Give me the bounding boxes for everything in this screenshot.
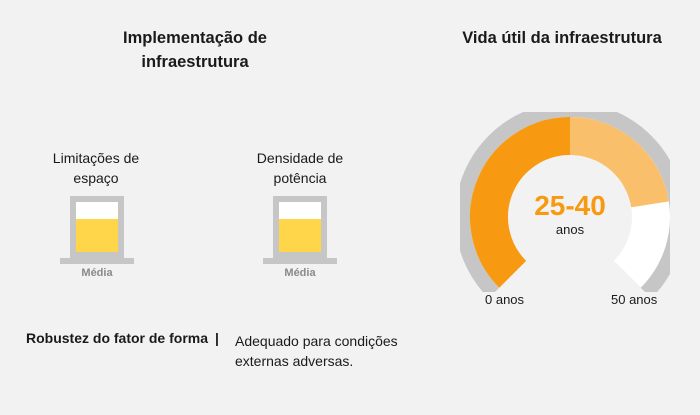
- robustness-description: Adequado para condições externas adversa…: [235, 333, 398, 369]
- power-density-meter-fill: [279, 219, 321, 252]
- lifespan-range-value: 25-40: [534, 190, 606, 221]
- gauge-filled-arc: [470, 117, 571, 288]
- gauge-max-label: 50 anos: [611, 292, 658, 307]
- power-density-meter-base: [263, 258, 337, 264]
- space-limitations-meter-base: [60, 258, 134, 264]
- lifespan-unit: anos: [555, 222, 585, 237]
- robustness-separator: |: [215, 330, 219, 346]
- space-limitations-label: Limitações de espaço: [52, 150, 140, 186]
- space-limitations-value: Média: [81, 267, 113, 279]
- power-density-meter: [273, 196, 327, 258]
- power-density-value: Média: [284, 267, 316, 279]
- space-limitations-meter: [70, 196, 124, 258]
- lifespan-gauge: [460, 112, 670, 292]
- power-density-label: Densidade de potência: [256, 150, 344, 186]
- lifespan-title: Vida útil da infraestrutura: [462, 29, 662, 47]
- gauge-min-label: 0 anos: [485, 292, 525, 307]
- gauge-range-arc: [569, 117, 669, 209]
- robustness-label: Robustez do fator de forma: [26, 330, 209, 346]
- space-limitations-meter-fill: [76, 219, 118, 252]
- implementation-title: Implementação de infraestrutura: [123, 29, 267, 71]
